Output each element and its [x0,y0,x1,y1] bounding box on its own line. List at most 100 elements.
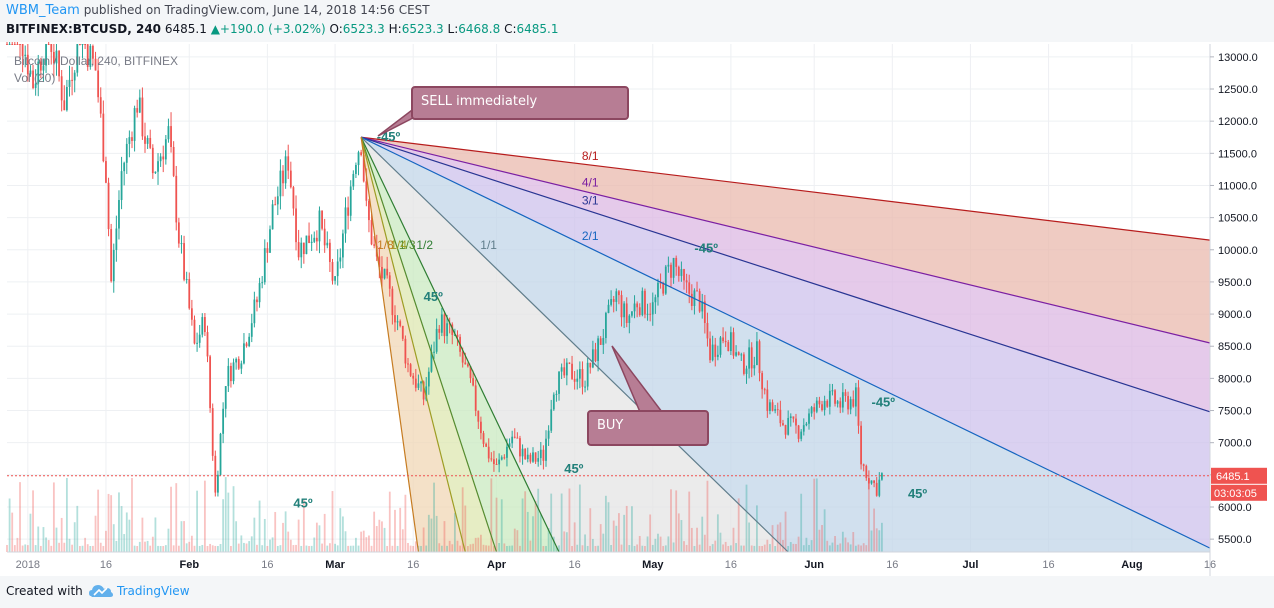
chart-header: WBM_Team published on TradingView.com, J… [0,0,1274,42]
volume-bar [375,526,378,552]
candle-body [500,457,503,460]
candle-body [201,317,204,335]
candle-body [118,200,120,229]
candle-body [24,54,27,56]
candle-body [740,354,743,356]
volume-bar [274,511,277,552]
volume-bar [602,533,605,552]
volume-bar [552,536,555,552]
candle-body [823,400,826,411]
candle-body [8,44,11,45]
candle-body [162,156,165,160]
volume-bar [347,545,350,552]
volume-bar [177,545,180,552]
candle-body [774,409,777,411]
x-tick-label: Jun [804,559,824,571]
candle-body [589,362,592,368]
y-tick-label: 8500.0 [1218,341,1252,353]
candle-body [92,45,94,59]
volume-bar [472,543,474,552]
volume-bar [698,544,701,552]
volume-bar [289,539,292,552]
candle-body [323,228,326,246]
candle-body [84,44,87,45]
candle-body [336,261,339,277]
candle-body [722,337,724,342]
author-link[interactable]: WBM_Team [6,3,80,18]
volume-bar [555,545,558,552]
candle-body [58,50,60,77]
volume-bar [420,545,422,552]
candle-body [237,358,240,369]
candle-body [654,297,657,303]
volume-bar [336,545,339,552]
created-with-text: Created with [6,584,83,598]
candle-body [68,79,71,87]
volume-bar [323,513,326,552]
volume-bar [170,486,172,552]
volume-bar [594,545,597,552]
candle-body [688,282,691,294]
candle-body [396,321,399,323]
volume-bar [802,545,805,552]
volume-bar [758,545,761,552]
candle-body [821,404,823,411]
volume-bar [115,540,118,552]
volume-bar [620,544,623,552]
candle-body [552,394,555,410]
candle-body [141,97,144,137]
candle-body [11,44,14,45]
volume-bar [511,545,514,552]
volume-bar [302,500,305,552]
chart-footer: Created with TradingView [0,576,1274,608]
volume-bar [857,544,860,552]
volume-bar [240,535,243,552]
candle-body [867,478,870,484]
x-tick-label: 16 [1204,559,1216,571]
volume-bar [183,521,185,552]
candle-body [438,328,441,333]
candle-body [534,452,537,462]
volume-bar [243,542,245,552]
volume-bar [315,522,318,552]
volume-bar [800,493,803,552]
sell-callout: SELL immediately [411,86,629,120]
publish-line: WBM_Team published on TradingView.com, J… [6,3,430,18]
candle-body [248,336,251,347]
volume-bar [618,513,620,552]
volume-bar [328,543,331,552]
volume-bar [279,545,282,552]
volume-bar [685,544,688,552]
volume-bar [305,545,308,552]
tradingview-brand[interactable]: TradingView [117,584,190,598]
price-change: +190.0 (+3.02%) [219,22,326,36]
candle-body [771,402,774,411]
candle-body [633,303,636,312]
volume-bar [224,477,227,552]
fan-line-label: 1/2 [416,238,433,252]
volume-bar [365,537,368,552]
candle-body [63,100,66,111]
candle-body [440,314,443,333]
candle-body [97,70,100,98]
candle-body [513,436,516,438]
candle-body [623,303,626,318]
x-tick-label: 16 [261,559,273,571]
candle-body [261,282,264,284]
candle-body [52,51,55,64]
candle-body [86,44,89,67]
candle-body [183,243,185,280]
volume-bar [860,545,862,552]
volume-bar [425,545,428,552]
candle-body [696,290,698,292]
candle-body [646,313,649,315]
x-tick-label: Apr [487,559,507,571]
candle-body [847,395,849,410]
volume-bar [144,541,146,552]
volume-bar [607,502,610,552]
fan-line [361,136,1211,241]
candle-body [753,365,756,369]
x-tick-label: Jul [962,559,978,571]
candle-body [732,332,735,356]
